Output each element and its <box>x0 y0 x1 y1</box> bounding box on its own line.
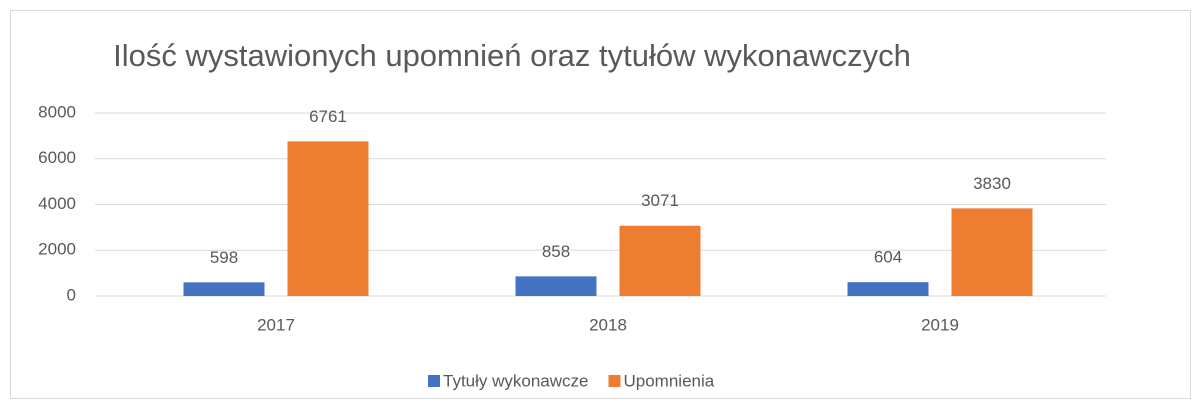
y-tick-label: 2000 <box>38 240 76 259</box>
x-tick-label: 2018 <box>589 315 627 334</box>
data-label: 3071 <box>641 191 679 210</box>
data-label: 858 <box>542 242 570 261</box>
bar <box>515 276 597 296</box>
bar <box>183 282 265 296</box>
data-label: 604 <box>874 248 902 267</box>
y-tick-label: 8000 <box>38 102 76 121</box>
legend-label: Tytuły wykonawcze <box>443 371 589 390</box>
x-tick-label: 2017 <box>257 315 295 334</box>
data-label: 6761 <box>309 107 347 126</box>
bar <box>619 225 701 296</box>
x-tick-label: 2019 <box>921 315 959 334</box>
legend-label: Upomnienia <box>624 371 715 390</box>
legend-swatch <box>608 375 621 387</box>
data-label: 598 <box>210 248 238 267</box>
y-tick-label: 0 <box>67 285 76 304</box>
chart-title: Ilość wystawionych upomnień oraz tytułów… <box>113 38 911 73</box>
y-tick-label: 4000 <box>38 194 76 213</box>
bar <box>951 208 1033 296</box>
bar <box>287 141 369 296</box>
y-tick-label: 6000 <box>38 148 76 167</box>
legend-swatch <box>428 375 440 387</box>
data-label: 3830 <box>973 174 1011 193</box>
bar <box>847 282 929 296</box>
